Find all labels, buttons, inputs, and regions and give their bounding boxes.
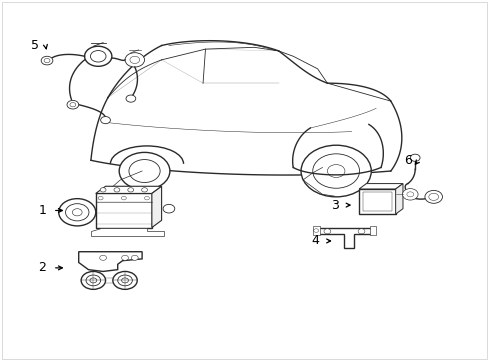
Circle shape <box>101 117 110 124</box>
FancyBboxPatch shape <box>312 226 320 235</box>
Circle shape <box>424 190 442 203</box>
Circle shape <box>119 152 169 190</box>
FancyBboxPatch shape <box>96 193 152 228</box>
Circle shape <box>122 255 128 260</box>
Circle shape <box>357 229 364 234</box>
Circle shape <box>324 229 330 234</box>
Circle shape <box>41 56 53 65</box>
Circle shape <box>81 271 105 289</box>
Text: 5: 5 <box>31 39 39 52</box>
Circle shape <box>127 188 133 192</box>
Circle shape <box>125 53 144 67</box>
Circle shape <box>113 271 137 289</box>
Circle shape <box>121 196 126 200</box>
Circle shape <box>402 189 417 200</box>
Polygon shape <box>96 186 161 193</box>
Circle shape <box>84 46 112 66</box>
Circle shape <box>409 154 419 161</box>
Circle shape <box>100 255 106 260</box>
Circle shape <box>163 204 174 213</box>
FancyBboxPatch shape <box>358 189 395 214</box>
Polygon shape <box>79 252 142 271</box>
Polygon shape <box>395 184 402 214</box>
Circle shape <box>301 145 370 197</box>
Polygon shape <box>317 228 370 248</box>
Text: 4: 4 <box>311 234 319 247</box>
Circle shape <box>142 188 147 192</box>
Polygon shape <box>91 41 401 175</box>
Circle shape <box>98 196 103 200</box>
FancyBboxPatch shape <box>369 226 375 235</box>
Text: 1: 1 <box>38 204 46 217</box>
Circle shape <box>100 188 106 192</box>
Circle shape <box>67 100 79 109</box>
Circle shape <box>144 196 149 200</box>
FancyBboxPatch shape <box>362 192 391 211</box>
Polygon shape <box>91 228 163 237</box>
Text: 2: 2 <box>38 261 46 274</box>
Polygon shape <box>358 184 402 189</box>
Text: 6: 6 <box>403 154 411 167</box>
Circle shape <box>114 188 120 192</box>
Circle shape <box>126 95 136 102</box>
Circle shape <box>131 255 138 260</box>
Text: 3: 3 <box>330 199 338 212</box>
Circle shape <box>59 199 96 226</box>
Polygon shape <box>152 186 161 228</box>
